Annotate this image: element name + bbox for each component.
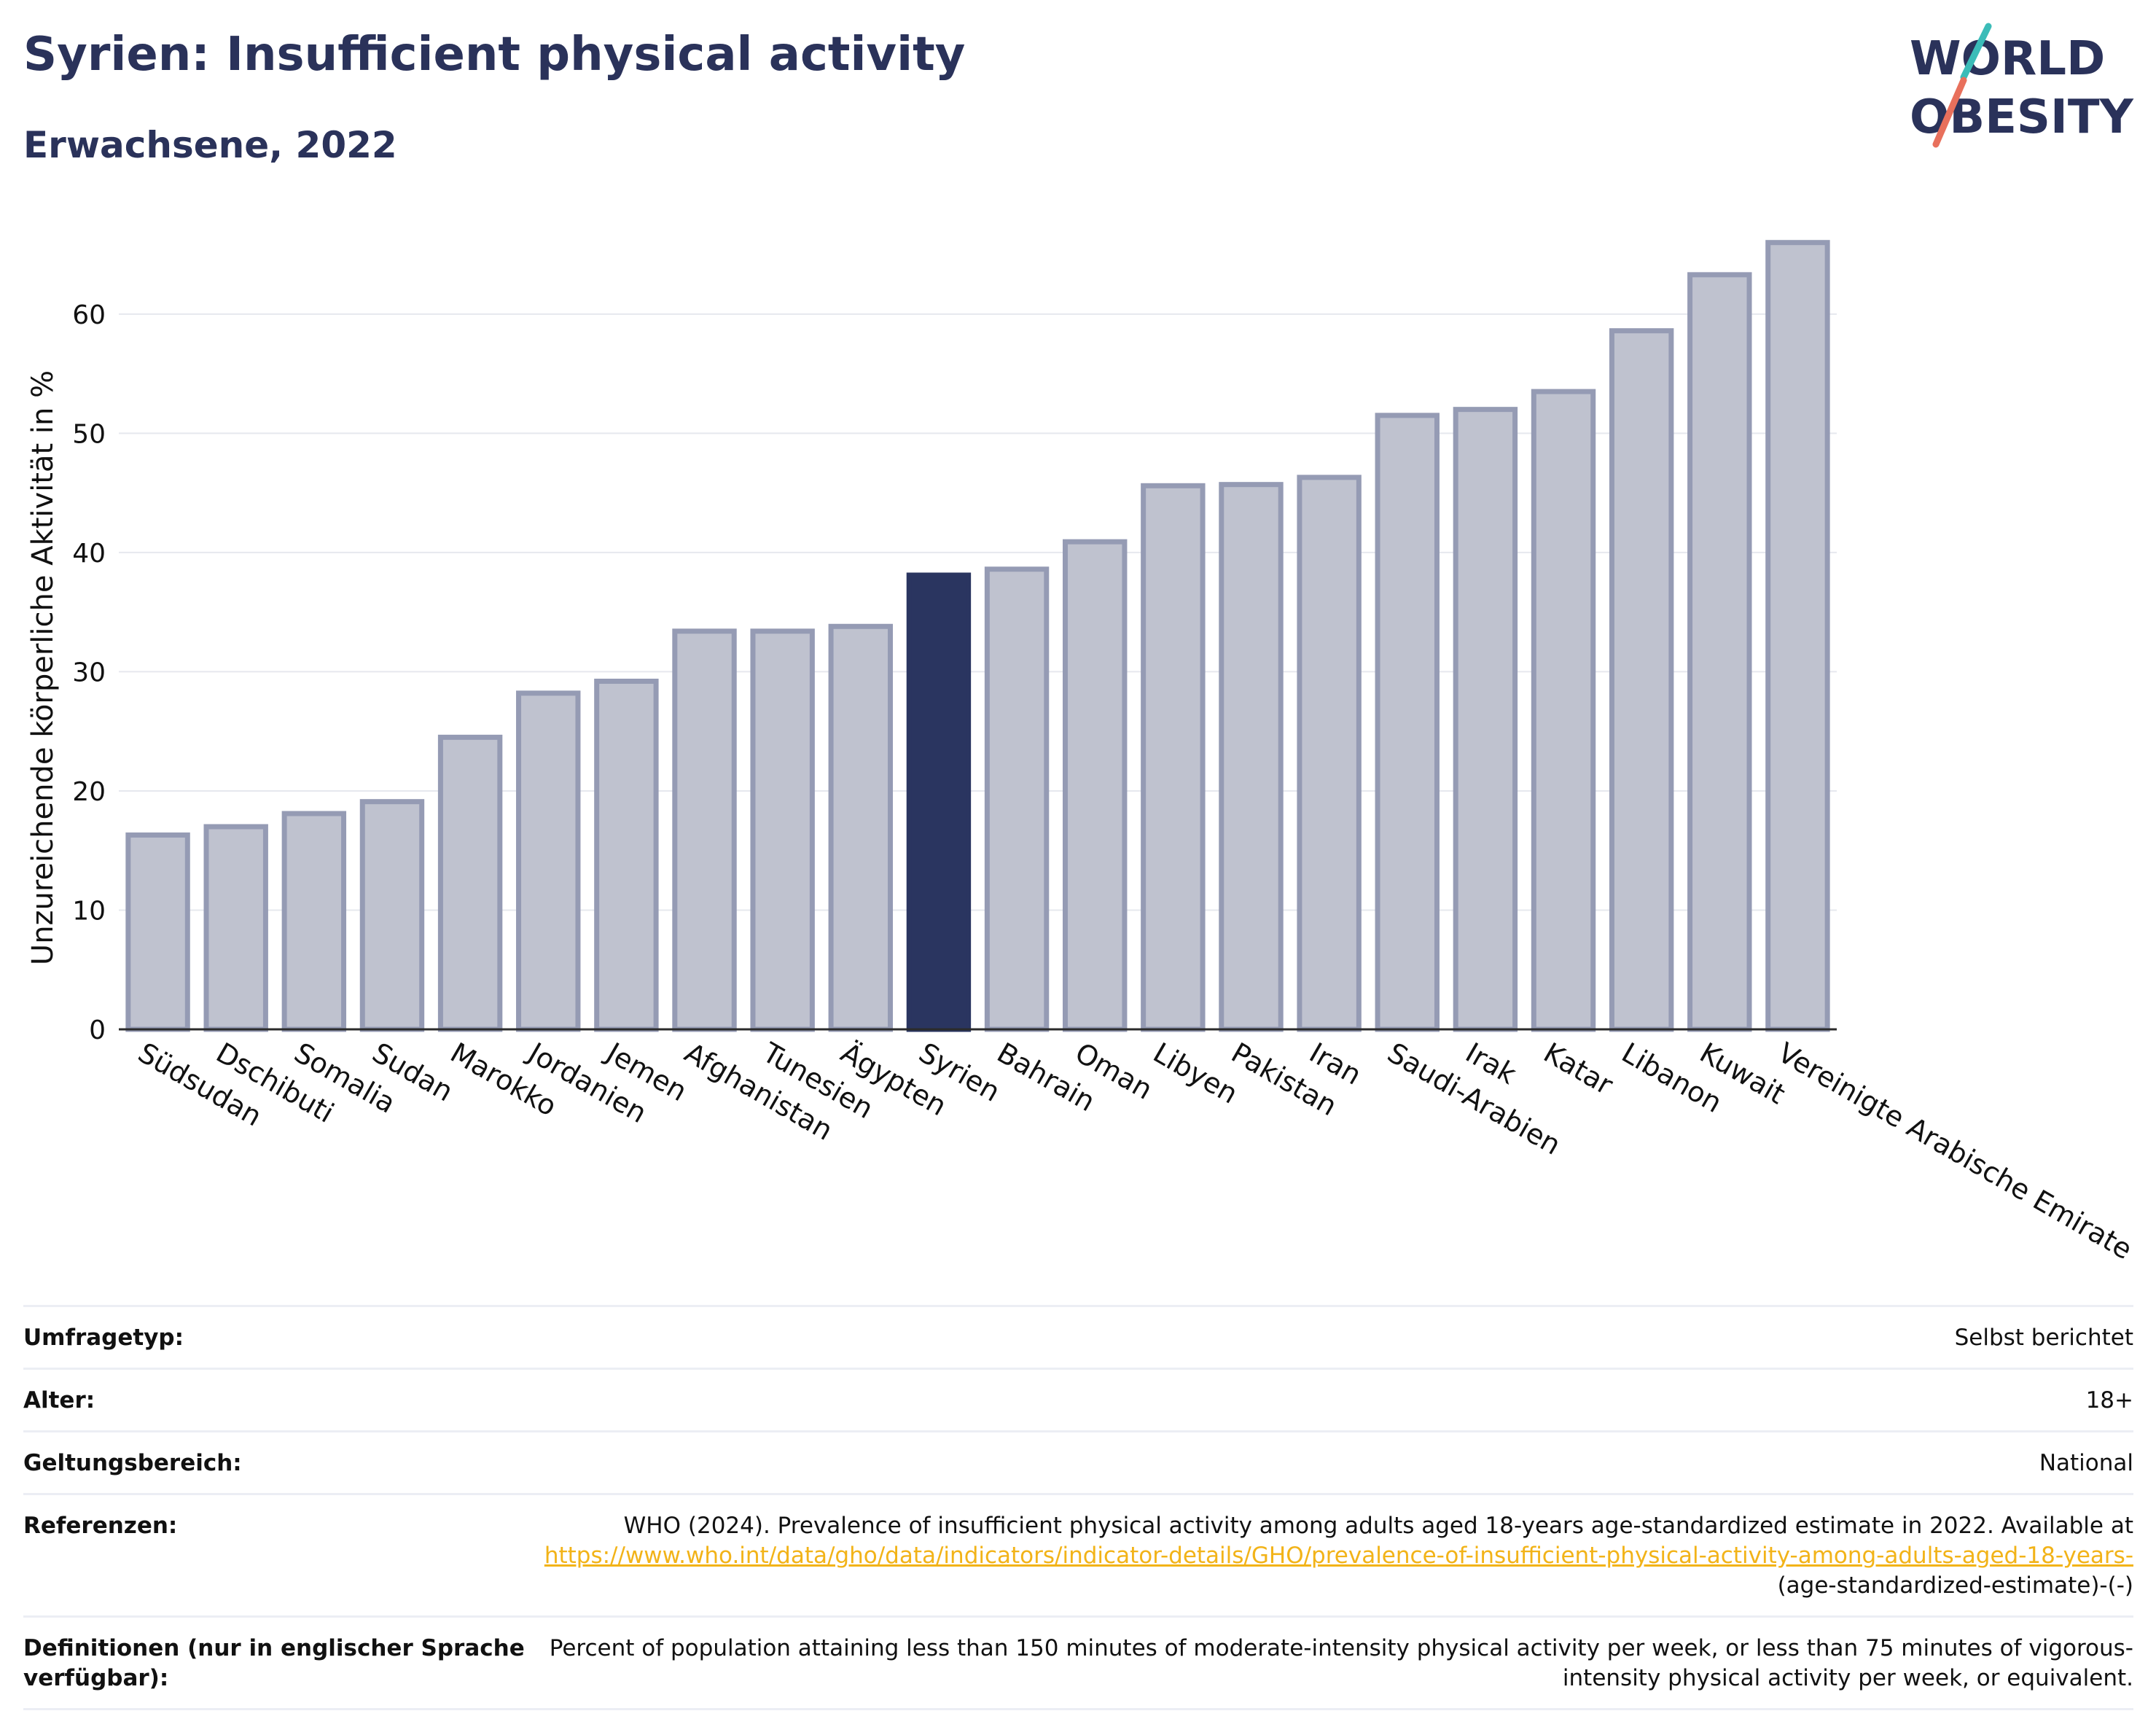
bar-country — [281, 811, 347, 1032]
bar-country — [1219, 482, 1284, 1032]
y-tick-label: 0 — [89, 1015, 106, 1045]
bar-country — [594, 678, 659, 1032]
meta-value-references: WHO (2024). Prevalence of insufficient p… — [534, 1511, 2133, 1601]
meta-row-scope: Geltungsbereich: National — [23, 1430, 2133, 1493]
bar-country — [516, 690, 581, 1032]
world-obesity-logo: WORLD OBESITY — [1910, 23, 2133, 148]
bar-country — [1062, 539, 1128, 1032]
meta-row-definitions: Definitionen (nur in englischer Sprache … — [23, 1615, 2133, 1710]
meta-value-definitions: Percent of population attaining less tha… — [549, 1635, 2133, 1691]
y-tick-label: 50 — [72, 419, 106, 449]
y-tick-label: 60 — [72, 300, 106, 330]
bar-country — [1297, 475, 1362, 1032]
bar-country — [1141, 483, 1206, 1032]
x-tick-label: Libyen — [1148, 1037, 1243, 1110]
meta-label-definitions: Definitionen (nur in englischer Sprache … — [23, 1635, 525, 1691]
bar-country — [1687, 272, 1752, 1032]
meta-value-age: 18+ — [2085, 1387, 2133, 1414]
x-axis-ticks: SüdsudanDschibutiSomaliaSudanMarokkoJord… — [133, 1036, 2138, 1266]
meta-row-age: Alter: 18+ — [23, 1368, 2133, 1430]
bar-country — [828, 623, 894, 1032]
bar-country — [1765, 240, 1830, 1032]
bar-country — [672, 628, 737, 1032]
reference-text: WHO (2024). Prevalence of insufficient p… — [623, 1513, 2133, 1539]
bar-country — [437, 734, 503, 1032]
logo-slash-teal — [1960, 23, 1992, 81]
metadata-table: Umfragetyp: Selbst berichtet Alter: 18+ … — [23, 1305, 2133, 1710]
meta-label-references: Referenzen: — [23, 1513, 178, 1539]
bar-chart: 0 10 20 30 40 50 60 SüdsudanDschibutiSomaliaSu… — [26, 240, 2138, 1266]
bar-country — [1531, 389, 1596, 1032]
logo-slash-coral — [1932, 77, 1967, 148]
meta-value-scope: National — [2039, 1450, 2133, 1476]
bar-country — [984, 566, 1050, 1032]
bar-country — [750, 628, 815, 1032]
y-tick-label: 10 — [72, 896, 106, 926]
meta-label-survey: Umfragetyp: — [23, 1325, 184, 1351]
bar-country — [1609, 328, 1674, 1032]
y-tick-label: 30 — [72, 658, 106, 687]
bars — [125, 240, 1830, 1032]
y-axis-ticks: 0 10 20 30 40 50 60 — [72, 300, 106, 1045]
chart-title: Syrien: Insufficient physical activity — [23, 28, 966, 82]
y-tick-label: 40 — [72, 539, 106, 569]
bar-highlight — [906, 572, 972, 1032]
meta-row-references: Referenzen: WHO (2024). Prevalence of in… — [23, 1493, 2133, 1615]
meta-label-age: Alter: — [23, 1387, 95, 1414]
bar-country — [203, 824, 268, 1032]
bar-country — [125, 832, 190, 1032]
meta-row-survey: Umfragetyp: Selbst berichtet — [23, 1305, 2133, 1368]
x-tick-label: Vereinigte Arabische Emirate — [1773, 1037, 2138, 1266]
meta-value-survey: Selbst berichtet — [1954, 1325, 2133, 1351]
chart-subtitle: Erwachsene, 2022 — [23, 124, 397, 166]
reference-suffix: (age-standardized-estimate)-(-) — [1777, 1572, 2133, 1599]
bar-country — [1375, 413, 1440, 1032]
x-tick-label: Katar — [1539, 1037, 1619, 1102]
bar-country — [1453, 407, 1518, 1032]
y-tick-label: 20 — [72, 777, 106, 807]
reference-link[interactable]: https://www.who.int/data/gho/data/indica… — [544, 1543, 2133, 1569]
logo-line-1: WORLD — [1910, 32, 2105, 86]
bar-country — [359, 799, 425, 1032]
y-axis-label: Unzureichende körperliche Aktivität in % — [26, 370, 60, 965]
meta-label-scope: Geltungsbereich: — [23, 1450, 242, 1476]
